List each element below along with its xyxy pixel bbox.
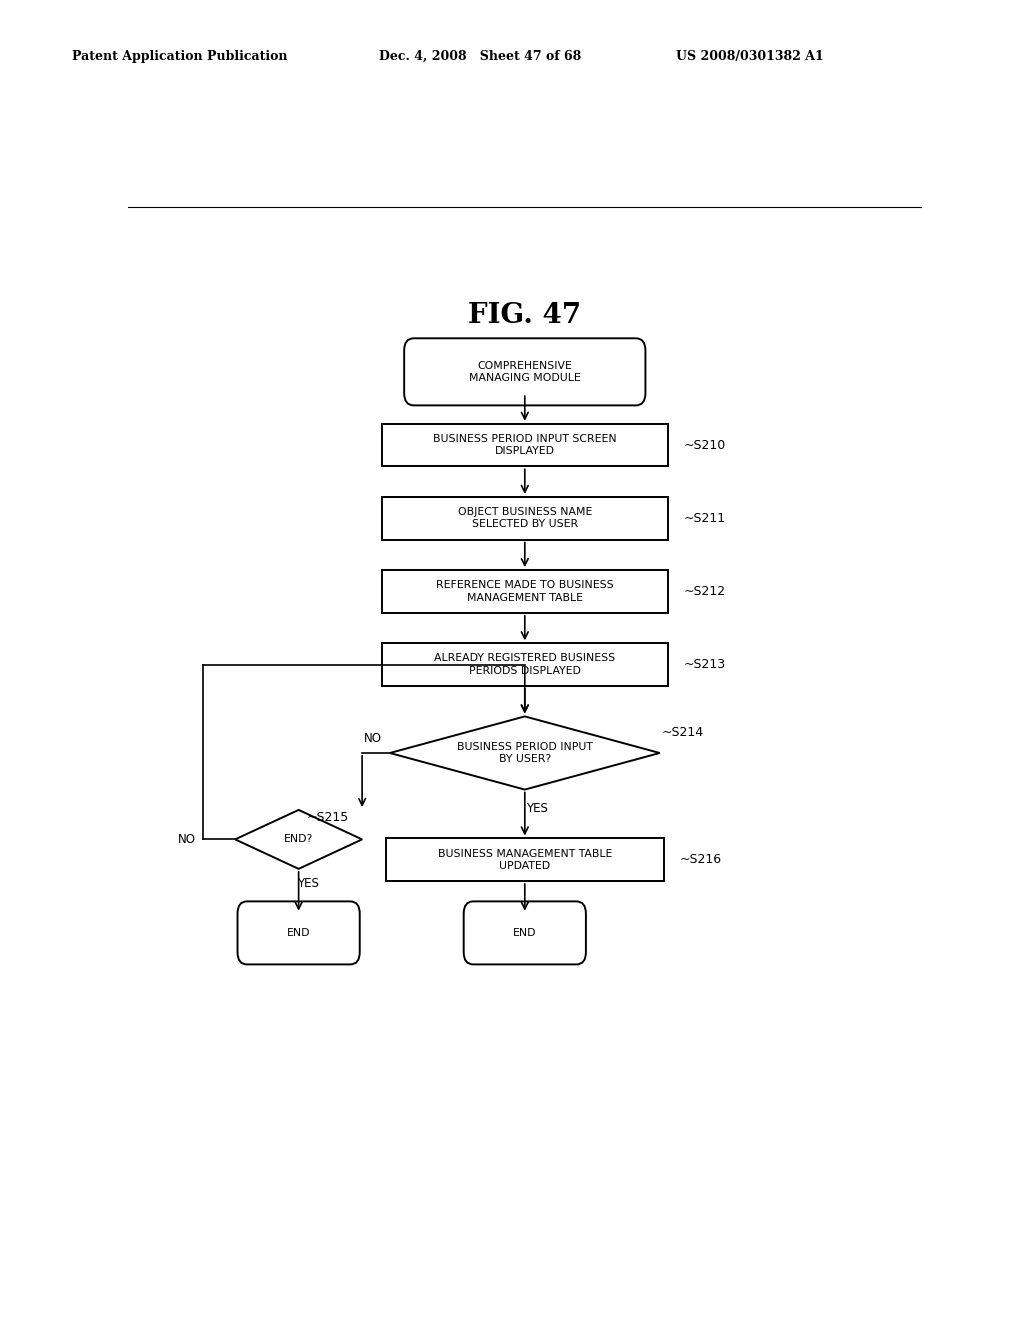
Text: BUSINESS PERIOD INPUT
BY USER?: BUSINESS PERIOD INPUT BY USER? <box>457 742 593 764</box>
Text: YES: YES <box>525 801 548 814</box>
Text: OBJECT BUSINESS NAME
SELECTED BY USER: OBJECT BUSINESS NAME SELECTED BY USER <box>458 507 592 529</box>
Bar <box>386 838 664 880</box>
Text: REFERENCE MADE TO BUSINESS
MANAGEMENT TABLE: REFERENCE MADE TO BUSINESS MANAGEMENT TA… <box>436 581 613 603</box>
Text: ~S212: ~S212 <box>684 585 726 598</box>
Text: ALREADY REGISTERED BUSINESS
PERIODS DISPLAYED: ALREADY REGISTERED BUSINESS PERIODS DISP… <box>434 653 615 676</box>
Bar <box>382 570 668 612</box>
Text: BUSINESS MANAGEMENT TABLE
UPDATED: BUSINESS MANAGEMENT TABLE UPDATED <box>437 849 612 871</box>
FancyBboxPatch shape <box>238 902 359 965</box>
Text: Patent Application Publication: Patent Application Publication <box>72 50 287 63</box>
Text: ~S211: ~S211 <box>684 512 726 525</box>
Text: END?: END? <box>284 834 313 845</box>
Text: COMPREHENSIVE
MANAGING MODULE: COMPREHENSIVE MANAGING MODULE <box>469 360 581 383</box>
Text: BUSINESS PERIOD INPUT SCREEN
DISPLAYED: BUSINESS PERIOD INPUT SCREEN DISPLAYED <box>433 434 616 457</box>
Text: END: END <box>513 928 537 939</box>
Text: ~S215: ~S215 <box>306 810 349 824</box>
Text: FIG. 47: FIG. 47 <box>468 302 582 330</box>
Polygon shape <box>236 810 362 869</box>
Text: ~S216: ~S216 <box>680 853 722 866</box>
Bar <box>382 496 668 540</box>
FancyBboxPatch shape <box>404 338 645 405</box>
Text: ~S210: ~S210 <box>684 438 726 451</box>
FancyBboxPatch shape <box>464 902 586 965</box>
Polygon shape <box>390 717 659 789</box>
Text: ~S214: ~S214 <box>662 726 703 739</box>
Text: NO: NO <box>177 833 196 846</box>
Text: END: END <box>287 928 310 939</box>
Text: ~S213: ~S213 <box>684 659 726 671</box>
Text: NO: NO <box>364 731 382 744</box>
Text: US 2008/0301382 A1: US 2008/0301382 A1 <box>676 50 823 63</box>
Bar <box>382 643 668 686</box>
Text: Dec. 4, 2008   Sheet 47 of 68: Dec. 4, 2008 Sheet 47 of 68 <box>379 50 582 63</box>
Bar <box>382 424 668 466</box>
Text: YES: YES <box>297 876 319 890</box>
